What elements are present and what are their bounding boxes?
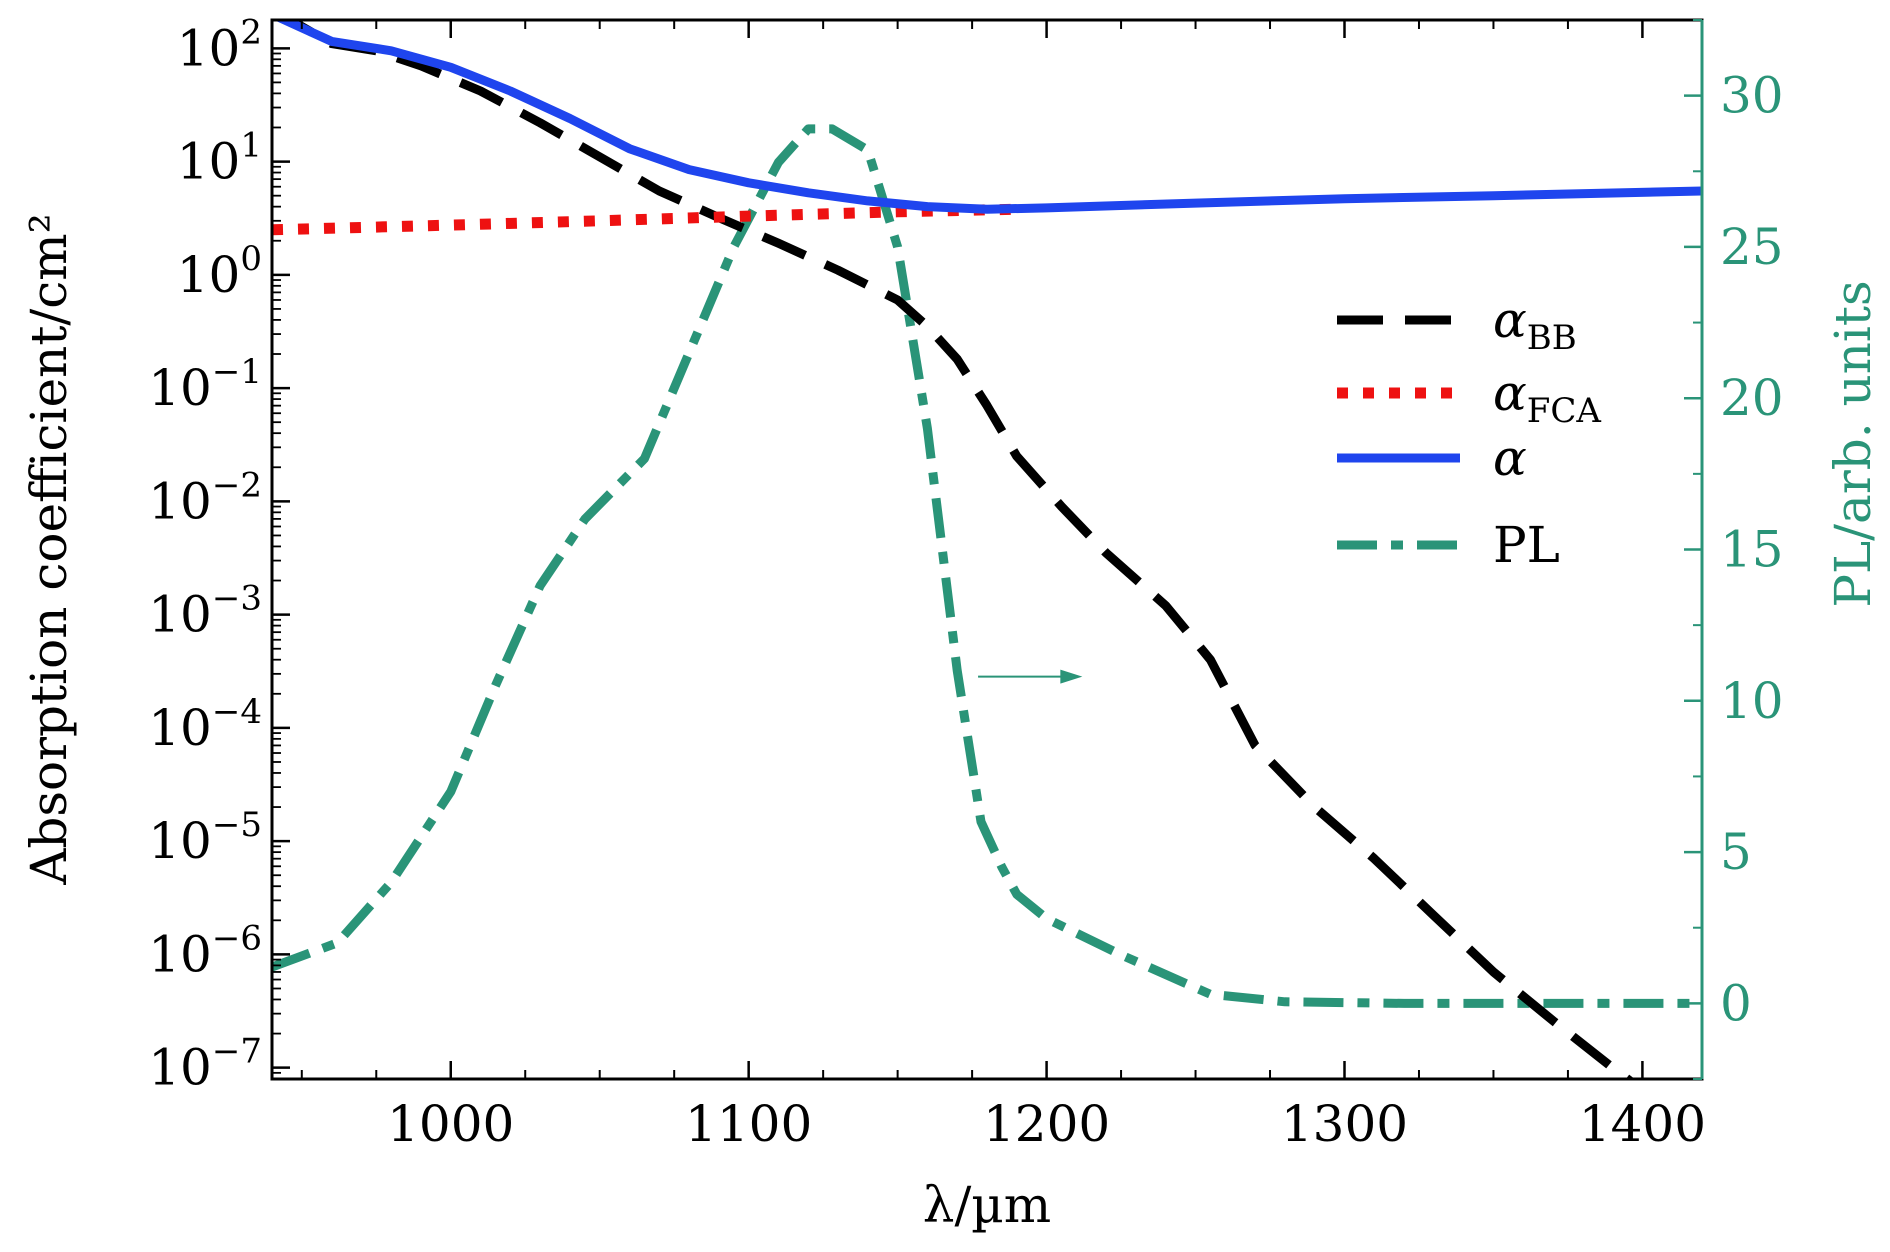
labels-layer: 1000 1100 1200 1300 140010−710−610−510−410−3…	[148, 12, 1783, 1153]
series-line-alpha-bb	[281, 20, 1635, 1079]
right-tick-label: 5	[1720, 823, 1752, 881]
left-tick-label: 10−6	[148, 918, 262, 983]
arrow-head	[1060, 669, 1083, 684]
left-tick-label: 10−3	[148, 579, 262, 644]
left-tick-label: 102	[177, 12, 262, 77]
left-tick-label: 10−2	[148, 465, 262, 530]
series-line-alpha-fca	[272, 203, 1017, 236]
left-tick-label: 10−5	[148, 805, 262, 870]
legend-label-alpha-bb: αBB	[1493, 291, 1577, 358]
plot-frame	[270, 18, 1704, 1081]
series-line-alpha	[273, 20, 1702, 214]
series-line-pl	[272, 124, 1702, 1008]
pl-axis-arrow	[978, 669, 1083, 684]
legend-label-alpha-fca: αFCA	[1493, 364, 1601, 431]
left-tick-label: 10−1	[148, 352, 262, 417]
right-tick-label: 0	[1720, 974, 1752, 1032]
left-tick-label: 100	[177, 239, 262, 304]
right-tick-label: 10	[1720, 672, 1784, 730]
right-tick-label: 20	[1720, 369, 1784, 427]
legend-label-pl: PL	[1493, 516, 1560, 574]
x-tick-label: 1100	[685, 1095, 812, 1153]
left-axis-title: Absorption coefficient/cm²	[20, 213, 78, 885]
legend-label-alpha: α	[1493, 429, 1527, 487]
x-axis-title: λ/µm	[923, 1176, 1051, 1234]
series-layer	[272, 20, 1702, 1079]
x-tick-label: 1300	[1281, 1095, 1408, 1153]
right-tick-label: 30	[1720, 67, 1784, 125]
left-tick-label: 101	[177, 126, 262, 191]
right-tick-label: 25	[1720, 218, 1784, 276]
ticks-layer	[272, 19, 1702, 1080]
x-tick-label: 1200	[983, 1095, 1110, 1153]
right-tick-label: 15	[1720, 521, 1784, 579]
right-axis-title: PL/arb. units	[1824, 280, 1882, 607]
left-tick-label: 10−7	[148, 1032, 262, 1097]
x-tick-label: 1400	[1579, 1095, 1706, 1153]
x-tick-label: 1000	[387, 1095, 514, 1153]
left-tick-label: 10−4	[148, 692, 262, 757]
